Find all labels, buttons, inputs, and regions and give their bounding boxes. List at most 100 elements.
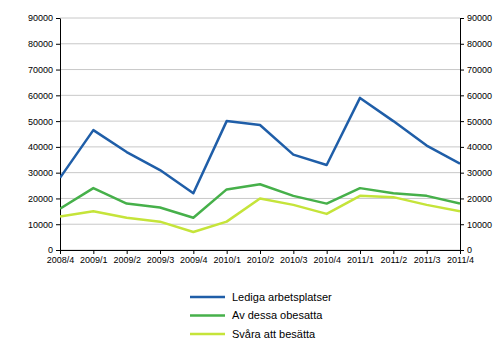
tick-mark bbox=[460, 70, 464, 71]
tick-label: 2011/2 bbox=[380, 255, 407, 265]
tick-mark bbox=[56, 198, 60, 199]
tick: 90000 bbox=[460, 13, 492, 23]
tick-mark bbox=[460, 95, 464, 96]
tick: 20000 bbox=[460, 194, 492, 204]
tick-label: 2010/1 bbox=[213, 255, 241, 265]
legend-label: Av dessa obesatta bbox=[232, 309, 323, 321]
tick-mark bbox=[56, 147, 60, 148]
tick-mark bbox=[193, 250, 194, 254]
tick: 2011/1 bbox=[347, 250, 374, 265]
tick-mark bbox=[460, 224, 464, 225]
tick-mark bbox=[56, 173, 60, 174]
tick-mark bbox=[360, 250, 361, 254]
tick: 2010/2 bbox=[247, 250, 275, 265]
y2-axis: 0 10000 20000 30000 40000 50000 60000 70000 8000… bbox=[460, 13, 492, 255]
legend-swatch bbox=[190, 333, 225, 336]
grid-line bbox=[60, 172, 460, 173]
legend-label: Lediga arbetsplatser bbox=[232, 291, 332, 303]
tick: 50000 bbox=[460, 116, 492, 126]
tick-mark bbox=[460, 198, 464, 199]
lines bbox=[60, 98, 460, 232]
tick: 90000 bbox=[28, 13, 60, 23]
tick-label: 30000 bbox=[28, 168, 53, 178]
tick: 80000 bbox=[28, 39, 60, 49]
tick-label: 80000 bbox=[467, 39, 492, 49]
tick: 0 bbox=[48, 245, 60, 255]
tick-label: 90000 bbox=[467, 13, 492, 23]
tick-label: 2010/3 bbox=[280, 255, 308, 265]
tick-label: 2009/3 bbox=[147, 255, 175, 265]
tick-mark bbox=[56, 70, 60, 71]
grid-line bbox=[60, 121, 460, 122]
tick-label: 50000 bbox=[28, 116, 53, 126]
grid-line bbox=[60, 95, 460, 96]
tick: 70000 bbox=[28, 65, 60, 75]
tick-label: 10000 bbox=[467, 220, 492, 230]
tick-label: 70000 bbox=[28, 65, 53, 75]
tick-mark bbox=[460, 18, 464, 19]
tick-mark bbox=[127, 250, 128, 254]
tick: 30000 bbox=[460, 168, 492, 178]
tick: 2008/4 bbox=[47, 250, 75, 265]
tick: 10000 bbox=[28, 220, 60, 230]
tick-label: 60000 bbox=[28, 91, 53, 101]
tick: 2009/4 bbox=[180, 250, 208, 265]
tick: 30000 bbox=[28, 168, 60, 178]
tick-label: 60000 bbox=[467, 91, 492, 101]
tick-label: 2010/2 bbox=[247, 255, 275, 265]
tick: 2010/1 bbox=[213, 250, 241, 265]
tick-label: 2008/4 bbox=[47, 255, 75, 265]
tick-mark bbox=[56, 250, 60, 251]
tick: 20000 bbox=[28, 194, 60, 204]
tick: 2011/2 bbox=[380, 250, 407, 265]
tick: 10000 bbox=[460, 220, 492, 230]
tick-label: 80000 bbox=[28, 39, 53, 49]
grid-line bbox=[60, 69, 460, 70]
series-line bbox=[60, 98, 460, 193]
tick-mark bbox=[60, 250, 61, 254]
legend: Lediga arbetsplatser Av dessa obesatta Svå… bbox=[190, 291, 332, 340]
tick-label: 2010/4 bbox=[313, 255, 341, 265]
legend-swatch bbox=[190, 314, 225, 317]
tick-mark bbox=[56, 95, 60, 96]
tick-label: 30000 bbox=[467, 168, 492, 178]
axis-line bbox=[460, 19, 461, 251]
legend-item: Av dessa obesatta bbox=[190, 309, 323, 321]
legend-item: Svåra att besätta bbox=[190, 328, 316, 340]
tick-mark bbox=[293, 250, 294, 254]
tick-mark bbox=[393, 250, 394, 254]
tick-mark bbox=[56, 18, 60, 19]
tick-mark bbox=[327, 250, 328, 254]
legend-label: Svåra att besätta bbox=[232, 328, 316, 340]
tick-label: 2011/3 bbox=[414, 255, 441, 265]
tick-mark bbox=[93, 250, 94, 254]
tick-mark bbox=[460, 173, 464, 174]
grid-line bbox=[60, 18, 460, 19]
tick-mark bbox=[56, 224, 60, 225]
tick-label: 20000 bbox=[467, 194, 492, 204]
tick-mark bbox=[56, 121, 60, 122]
tick-label: 2009/4 bbox=[180, 255, 208, 265]
tick: 2010/3 bbox=[280, 250, 308, 265]
tick-label: 20000 bbox=[28, 194, 53, 204]
tick-mark bbox=[427, 250, 428, 254]
tick-label: 10000 bbox=[28, 220, 53, 230]
chart: 0 10000 20000 30000 40000 50000 60000 70000 8000… bbox=[0, 0, 500, 350]
tick-label: 2009/2 bbox=[113, 255, 141, 265]
tick-mark bbox=[160, 250, 161, 254]
grid bbox=[60, 18, 460, 250]
tick: 40000 bbox=[460, 142, 492, 152]
x-axis: 2008/4 2009/1 2009/2 2009/3 2009/4 2010/1 2010… bbox=[47, 250, 474, 265]
tick: 70000 bbox=[460, 65, 492, 75]
series-line bbox=[60, 184, 460, 218]
tick-label: 2011/1 bbox=[347, 255, 374, 265]
tick: 0 bbox=[460, 245, 472, 255]
grid-line bbox=[60, 224, 460, 225]
tick: 60000 bbox=[28, 91, 60, 101]
tick-label: 2009/1 bbox=[80, 255, 108, 265]
tick-mark bbox=[460, 121, 464, 122]
tick-label: 40000 bbox=[467, 142, 492, 152]
plot: 0 10000 20000 30000 40000 50000 60000 70000 8000… bbox=[28, 13, 492, 265]
legend-swatch bbox=[190, 296, 225, 299]
tick: 2011/4 bbox=[447, 250, 474, 265]
